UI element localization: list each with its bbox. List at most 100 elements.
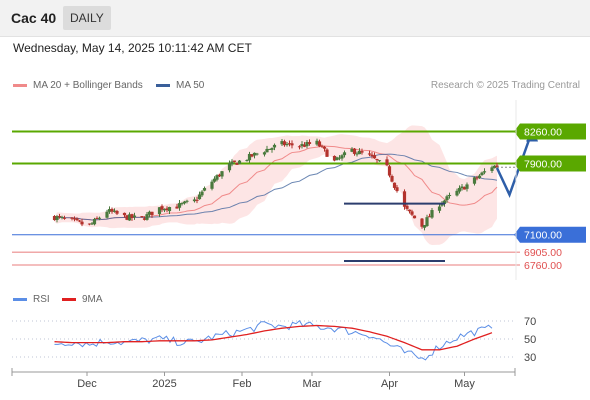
candle-body (297, 146, 302, 148)
candle-body (445, 196, 449, 201)
chart-header: Cac 40 DAILY (0, 0, 590, 37)
candle-body (247, 153, 252, 161)
x-tick-label-1: 2025 (152, 378, 176, 390)
candle-body (150, 211, 154, 215)
candle-body (182, 201, 187, 204)
bollinger-legend-label: MA 20 + Bollinger Bands (33, 80, 143, 91)
rsi-swatch (13, 297, 27, 301)
candle-body (490, 167, 494, 171)
candle-body (457, 187, 462, 192)
ma50-legend-label: MA 50 (176, 80, 205, 91)
candle-body (265, 148, 269, 153)
candle-body (97, 217, 102, 219)
candle-body (145, 214, 149, 220)
rsi-tick-label-50: 50 (524, 334, 536, 346)
bollinger-band (54, 125, 497, 245)
candle-body (107, 209, 112, 212)
x-tick-label-2: Feb (233, 378, 252, 390)
ma9-legend-label: 9MA (82, 294, 103, 305)
candle-body (210, 181, 214, 189)
candle-body (300, 144, 304, 147)
candle-body (177, 203, 182, 208)
candle-body (287, 143, 292, 145)
ma50-swatch (156, 83, 170, 87)
candle-body (115, 210, 119, 214)
candle-body (412, 215, 417, 219)
candle-body (480, 172, 484, 176)
candle-body (92, 218, 97, 225)
candle-body (232, 160, 237, 162)
candle-body (122, 212, 127, 216)
bollinger-swatch (13, 83, 27, 87)
rsi-legend-label: RSI (33, 294, 50, 305)
candle-body (307, 142, 312, 144)
candle-body (57, 216, 62, 218)
candle-body (70, 217, 74, 219)
candle-body (337, 157, 342, 159)
candle-body (360, 151, 364, 153)
support-label-3: 6905.00 (524, 247, 562, 259)
candle-body (192, 199, 197, 202)
candle-body (342, 152, 347, 156)
candle-body (290, 143, 294, 146)
candle-body (267, 148, 272, 150)
candle-body (422, 224, 427, 228)
candle-body (262, 152, 267, 155)
candle-body (255, 153, 259, 155)
forecast-path (495, 131, 534, 198)
candle-body (235, 162, 239, 165)
candle-body (142, 218, 147, 220)
candle-body (375, 159, 379, 161)
candle-body (322, 146, 327, 149)
candle-body (227, 163, 232, 171)
candle-body (402, 191, 407, 207)
candle-body (197, 194, 202, 200)
rsi-tick-label-30: 30 (524, 352, 536, 364)
candle-body (462, 187, 467, 190)
candle-body (350, 148, 354, 152)
ma9-legend: 9MA (62, 294, 103, 305)
candle-body (217, 174, 222, 177)
candle-body (130, 214, 134, 218)
candle-body (127, 214, 132, 221)
candle-body (437, 206, 442, 211)
candle-body (285, 144, 289, 146)
candle-body (105, 211, 109, 218)
candle-body (270, 148, 274, 150)
candle-body (460, 186, 464, 189)
candle-body (112, 210, 117, 212)
x-tick-label-0: Dec (77, 378, 97, 390)
candle-body (410, 211, 414, 215)
candle-body (455, 190, 459, 196)
candle-body (212, 178, 217, 182)
candle-body (305, 142, 309, 147)
candle-body (407, 209, 412, 212)
candle-body (482, 171, 487, 173)
candle-body (272, 144, 277, 148)
candle-body (175, 206, 179, 209)
candle-body (477, 175, 482, 179)
candle-body (202, 188, 207, 191)
candle-body (245, 160, 249, 162)
rsi-series-rsi (54, 319, 493, 361)
resistance-label-bg-1 (514, 155, 586, 172)
candle-body (72, 218, 77, 220)
candle-body (140, 216, 144, 218)
candle-body (317, 141, 322, 147)
candle-body (75, 218, 79, 221)
candle-body (425, 217, 429, 227)
candle-body (110, 209, 114, 212)
candle-body (282, 141, 287, 146)
candle-body (132, 215, 137, 218)
pivot-label-2: 7100.00 (524, 230, 562, 242)
candle-body (395, 187, 399, 192)
candle-body (377, 160, 382, 162)
candle-body (355, 153, 359, 155)
candle-body (195, 199, 199, 201)
candle-body (320, 145, 324, 147)
candle-body (157, 207, 162, 215)
rsi-series-9ma (54, 324, 493, 351)
period-tab[interactable]: DAILY (63, 6, 111, 30)
candle-body (392, 182, 397, 188)
